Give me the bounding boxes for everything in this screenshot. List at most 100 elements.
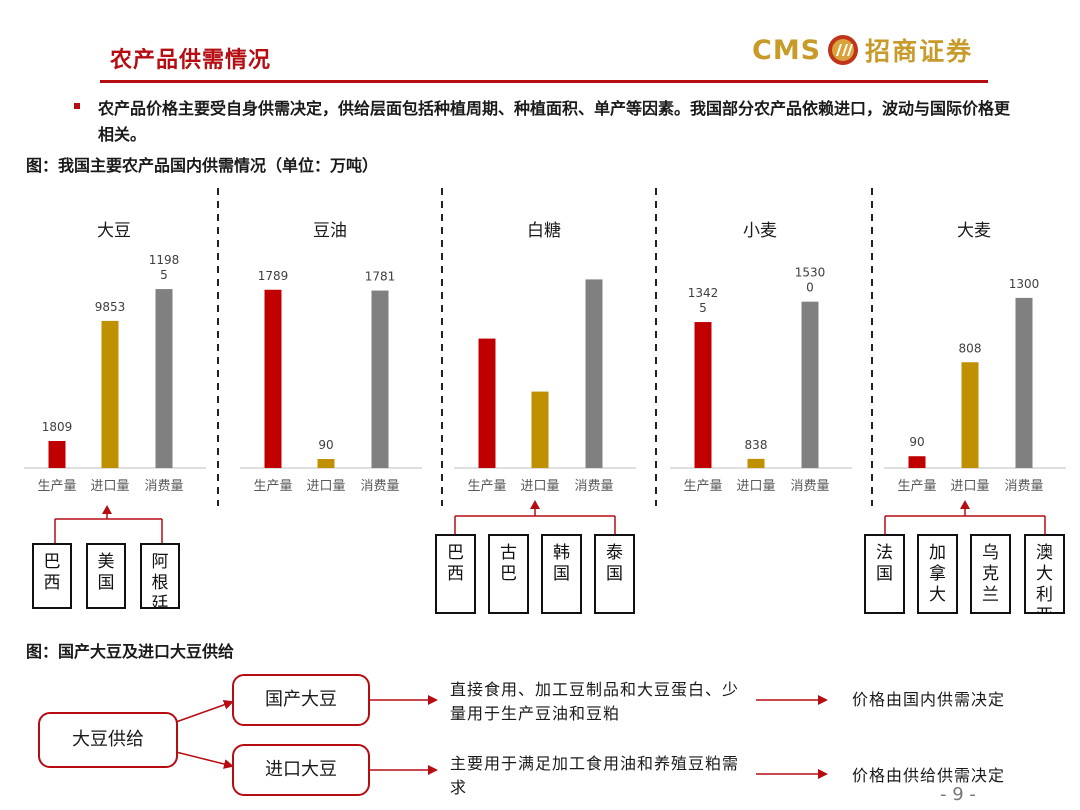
- chart-panel-1: 豆油 1789 生产量 90 进口量 1781 消费量: [240, 221, 422, 494]
- source-box-barley-0: 法国: [864, 534, 905, 614]
- chart-panel-3: 小麦 1342 5 生产量 838 进口量 1530 0 消费量: [670, 221, 852, 494]
- chart-title: 白糖: [527, 221, 561, 241]
- chart-title: 豆油: [313, 221, 347, 241]
- source-name: 乌克兰: [982, 543, 999, 605]
- bar-1: [747, 458, 765, 468]
- source-box-soybean-0: 巴西: [32, 543, 72, 609]
- category-label-2: 消费量: [1004, 479, 1043, 494]
- bar-0: [694, 322, 712, 468]
- source-box-soybean-2: 阿根廷: [140, 543, 180, 609]
- data-label-2: 1198 5: [149, 253, 180, 282]
- source-name: 美国: [97, 552, 115, 593]
- source-name: 阿根廷: [151, 552, 169, 609]
- chart-panel-0: 大豆 1809 生产量 9853 进口量 1198 5 消费量: [24, 221, 206, 494]
- flow-domestic-result: 价格由国内供需决定: [852, 690, 1006, 709]
- figure2-caption: 图：国产大豆及进口大豆供给: [26, 642, 235, 661]
- source-box-sugar-1: 古巴: [488, 534, 529, 614]
- source-box-sugar-2: 韩国: [541, 534, 582, 614]
- barley-connector: [884, 500, 1046, 534]
- category-label-2: 消费量: [360, 479, 399, 494]
- summary-text: 农产品价格主要受自身供需决定，供给层面包括种植周期、种植面积、单产等因素。我国部…: [98, 99, 1011, 144]
- bar-1: [317, 459, 335, 468]
- bar-2: [801, 301, 819, 468]
- arrow-root-to-import: [175, 751, 234, 769]
- category-label-0: 生产量: [253, 479, 292, 494]
- figure1-caption: 图：我国主要农产品国内供需情况（单位：万吨）: [26, 156, 379, 175]
- bar-1: [101, 320, 119, 468]
- data-label-1: 9853: [95, 300, 126, 314]
- data-label-0: 1809: [42, 420, 73, 434]
- category-label-2: 消费量: [574, 479, 613, 494]
- category-label-0: 生产量: [37, 479, 76, 494]
- source-name: 加拿大: [929, 543, 946, 605]
- chart-title: 小麦: [743, 221, 777, 241]
- bar-1: [961, 362, 979, 468]
- bar-1: [531, 391, 549, 468]
- data-label-2: 1530 0: [795, 266, 826, 295]
- category-label-2: 消费量: [144, 479, 183, 494]
- category-label-1: 进口量: [306, 479, 345, 494]
- source-name: 韩国: [553, 543, 570, 584]
- flow-domestic-box: 国产大豆: [232, 674, 370, 726]
- bar-2: [585, 279, 603, 468]
- page-title: 农产品供需情况: [110, 47, 272, 73]
- bar-0: [908, 456, 926, 468]
- data-label-0: 1342 5: [688, 286, 719, 315]
- flow-import-box: 进口大豆: [232, 744, 370, 796]
- chart-title: 大麦: [957, 221, 991, 241]
- page-number: - 9 -: [940, 784, 976, 805]
- chart-title: 大豆: [97, 221, 131, 241]
- source-box-sugar-3: 泰国: [594, 534, 635, 614]
- data-label-2: 1781: [365, 270, 396, 284]
- flow-domestic-usage: 直接食用、加工豆制品和大豆蛋白、少量用于生产豆油和豆粕: [450, 680, 740, 723]
- flow-root-box: 大豆供给: [38, 712, 178, 768]
- category-label-0: 生产量: [683, 479, 722, 494]
- summary-bullet: 农产品价格主要受自身供需决定，供给层面包括种植周期、种植面积、单产等因素。我国部…: [74, 96, 1014, 148]
- data-label-0: 1789: [258, 269, 289, 283]
- chart-dividers: [217, 188, 873, 506]
- bar-2: [155, 289, 173, 468]
- flow-import-usage: 主要用于满足加工食用油和养殖豆粕需求: [450, 754, 740, 797]
- bar-0: [478, 338, 496, 468]
- bullet-marker: [74, 103, 80, 109]
- soybean-connector: [54, 505, 163, 543]
- data-label-1: 808: [959, 341, 982, 355]
- arrow-root-to-domestic: [175, 699, 234, 723]
- category-label-2: 消费量: [790, 479, 829, 494]
- logo-emblem-icon: [828, 35, 859, 65]
- category-label-1: 进口量: [736, 479, 775, 494]
- chart-panel-4: 大麦 90 生产量 808 进口量 1300 消费量: [884, 221, 1066, 494]
- logo-latin: CMS: [752, 34, 822, 66]
- title-rule: [100, 80, 988, 83]
- data-label-0: 90: [909, 435, 924, 449]
- bar-2: [371, 290, 389, 468]
- supply-demand-charts: 大豆 1809 生产量 9853 进口量 1198 5 消费量 豆油 1789 生产量 90 进口量 17…: [24, 188, 1066, 543]
- source-box-barley-3: 澳大利亚: [1024, 534, 1065, 614]
- bar-2: [1015, 297, 1033, 468]
- category-label-0: 生产量: [897, 479, 936, 494]
- source-name: 法国: [876, 543, 893, 584]
- bar-0: [264, 289, 282, 468]
- data-label-2: 1300: [1009, 277, 1040, 291]
- category-label-1: 进口量: [520, 479, 559, 494]
- flow-import-result: 价格由供给供需决定: [852, 766, 1006, 785]
- category-label-1: 进口量: [950, 479, 989, 494]
- data-label-1: 838: [745, 438, 768, 452]
- category-label-1: 进口量: [90, 479, 129, 494]
- company-logo: CMS 招商证券: [752, 30, 973, 70]
- chart-panels: 大豆 1809 生产量 9853 进口量 1198 5 消费量 豆油 1789 生产量 90 进口量 17…: [24, 221, 1066, 494]
- source-connectors: [54, 500, 1046, 543]
- source-box-barley-1: 加拿大: [917, 534, 958, 614]
- source-box-soybean-1: 美国: [86, 543, 126, 609]
- source-name: 澳大利亚: [1036, 543, 1053, 612]
- data-label-1: 90: [318, 438, 333, 452]
- source-box-sugar-0: 巴西: [435, 534, 476, 614]
- source-box-barley-2: 乌克兰: [970, 534, 1011, 614]
- source-name: 巴西: [43, 552, 61, 593]
- category-label-0: 生产量: [467, 479, 506, 494]
- source-name: 古巴: [500, 543, 517, 584]
- source-name: 巴西: [447, 543, 464, 584]
- bar-0: [48, 440, 66, 468]
